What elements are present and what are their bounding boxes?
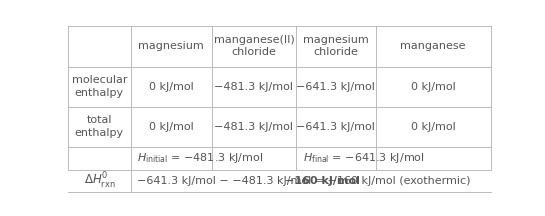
Text: magnesium
chloride: magnesium chloride (303, 35, 369, 57)
Text: −481.3 kJ/mol: −481.3 kJ/mol (215, 122, 293, 132)
Text: 0 kJ/mol: 0 kJ/mol (149, 122, 193, 132)
Text: magnesium: magnesium (138, 41, 204, 51)
Text: $\mathit{H}_\mathregular{final}$ = −641.3 kJ/mol: $\mathit{H}_\mathregular{final}$ = −641.… (302, 151, 424, 165)
Text: manganese: manganese (401, 41, 466, 51)
Text: −641.3 kJ/mol − −481.3 kJ/mol = −160 kJ/mol (exothermic): −641.3 kJ/mol − −481.3 kJ/mol = −160 kJ/… (137, 176, 470, 186)
Text: −481.3 kJ/mol: −481.3 kJ/mol (215, 82, 293, 92)
Text: manganese(II)
chloride: manganese(II) chloride (214, 35, 294, 57)
Text: −160 kJ/mol: −160 kJ/mol (284, 176, 360, 186)
Text: 0 kJ/mol: 0 kJ/mol (411, 82, 456, 92)
Text: $\Delta \mathit{H}^{0}_\mathregular{rxn}$: $\Delta \mathit{H}^{0}_\mathregular{rxn}… (83, 171, 115, 191)
Text: $\mathit{H}_\mathregular{initial}$ = −481.3 kJ/mol: $\mathit{H}_\mathregular{initial}$ = −48… (137, 151, 263, 165)
Text: total
enthalpy: total enthalpy (75, 115, 124, 138)
Text: −641.3 kJ/mol: −641.3 kJ/mol (296, 122, 376, 132)
Text: 0 kJ/mol: 0 kJ/mol (149, 82, 193, 92)
Text: −641.3 kJ/mol: −641.3 kJ/mol (296, 82, 376, 92)
Text: 0 kJ/mol: 0 kJ/mol (411, 122, 456, 132)
Text: molecular
enthalpy: molecular enthalpy (71, 75, 127, 98)
